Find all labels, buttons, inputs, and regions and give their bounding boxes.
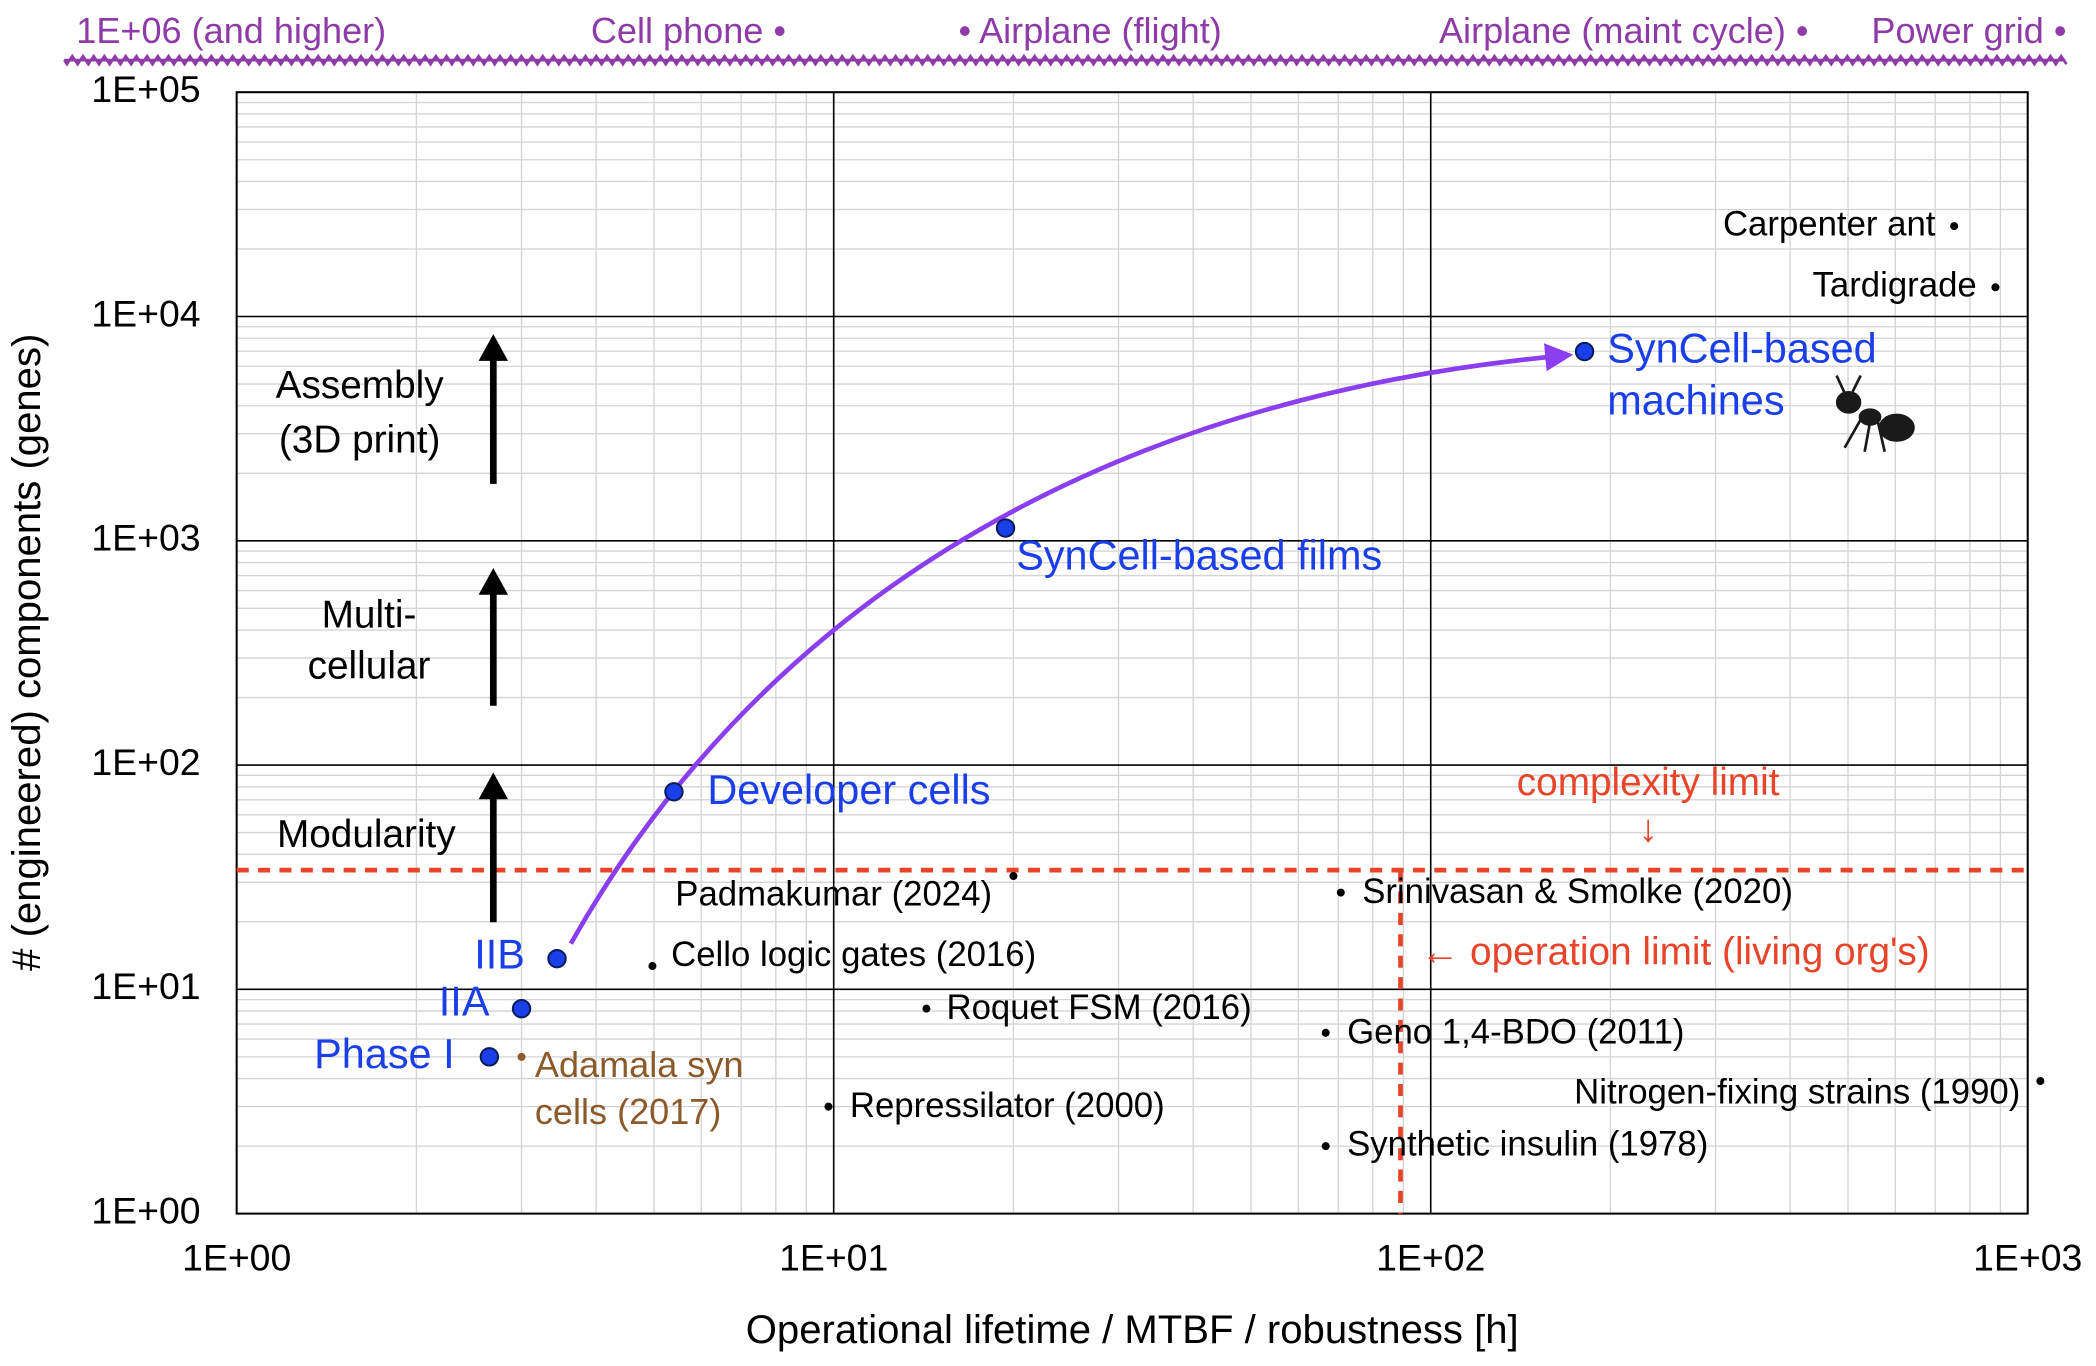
y-axis-title: # (engineered) components (genes) (5, 334, 49, 971)
example-point (1321, 1028, 1330, 1037)
milestone-point (1574, 341, 1595, 362)
point-label: Carpenter ant (1723, 205, 1936, 243)
ant-icon (1835, 374, 1915, 453)
example-point (517, 1052, 526, 1061)
example-point (1991, 283, 2000, 292)
point-label: Tardigrade (1813, 266, 1977, 304)
top-scale-label: Power grid • (1871, 10, 2066, 51)
y-tick-label: 1E+04 (91, 292, 200, 334)
top-scale-label: 1E+06 (and higher) (76, 10, 386, 51)
top-scale-label: Airplane (maint cycle) • (1439, 10, 1809, 51)
point-label: Roquet FSM (2016) (946, 989, 1251, 1027)
milestone-point (479, 1047, 500, 1067)
example-point (1336, 888, 1345, 897)
stage-arrow-head (478, 772, 509, 800)
milestone-point (995, 518, 1016, 538)
stage-label: (3D print) (279, 419, 441, 462)
top-scale-label: • Airplane (flight) (958, 10, 1221, 51)
complexity-limit-label: complexity limit (1517, 761, 1780, 804)
complexity-limit-arrow: ↓ (1638, 808, 1657, 851)
point-label: Synthetic insulin (1978) (1347, 1125, 1708, 1163)
stage-label: Multi- (322, 594, 417, 637)
stage-label: cellular (308, 645, 431, 688)
x-tick-label: 1E+01 (779, 1236, 888, 1278)
example-point (2036, 1077, 2045, 1086)
point-label: Nitrogen-fixing strains (1990) (1574, 1074, 2020, 1112)
plot-frame (235, 91, 2029, 1215)
point-label: cells (2017) (535, 1091, 722, 1132)
point-label: SynCell-based films (1016, 532, 1382, 579)
example-point (922, 1004, 931, 1013)
example-point (1321, 1142, 1330, 1151)
stage-arrow-head (478, 334, 509, 361)
y-tick-label: 1E+01 (91, 965, 200, 1007)
point-label: Cello logic gates (2016) (671, 936, 1036, 974)
x-axis-title: Operational lifetime / MTBF / robustness… (746, 1308, 1519, 1352)
point-label: Phase I (314, 1030, 454, 1077)
milestone-point (511, 998, 532, 1019)
trend-arrow (568, 343, 1574, 945)
top-scale-label: Cell phone • (591, 10, 786, 51)
point-label: IIA (439, 978, 490, 1025)
y-tick-label: 1E+02 (91, 741, 200, 783)
milestone-point (547, 948, 567, 969)
stage-arrow-head (478, 568, 509, 595)
point-label: Geno 1,4-BDO (2011) (1347, 1013, 1684, 1051)
example-point (1950, 222, 1959, 231)
point-label: Developer cells (707, 766, 990, 813)
point-label: Repressilator (2000) (850, 1087, 1165, 1125)
x-tick-label: 1E+02 (1376, 1236, 1485, 1278)
y-tick-label: 1E+05 (91, 68, 200, 110)
example-point (1009, 872, 1018, 881)
point-label: Srinivasan & Smolke (2020) (1362, 873, 1793, 911)
y-tick-label: 1E+00 (91, 1190, 200, 1232)
point-label: Adamala syn (535, 1044, 744, 1085)
stage-label: Assembly (276, 364, 445, 407)
point-label: SynCell-based (1607, 324, 1876, 371)
milestone-point (664, 782, 684, 802)
x-tick-label: 1E+00 (182, 1236, 291, 1278)
example-point (648, 962, 657, 971)
operation-limit-label: ← operation limit (living org's) (1421, 931, 1930, 974)
example-point (824, 1102, 833, 1111)
stage-label: Modularity (277, 813, 456, 856)
x-tick-label: 1E+03 (1973, 1236, 2082, 1278)
point-label: machines (1607, 377, 1784, 424)
point-label: IIB (474, 930, 525, 977)
point-label: Padmakumar (2024) (675, 875, 992, 913)
y-tick-label: 1E+03 (91, 517, 200, 559)
